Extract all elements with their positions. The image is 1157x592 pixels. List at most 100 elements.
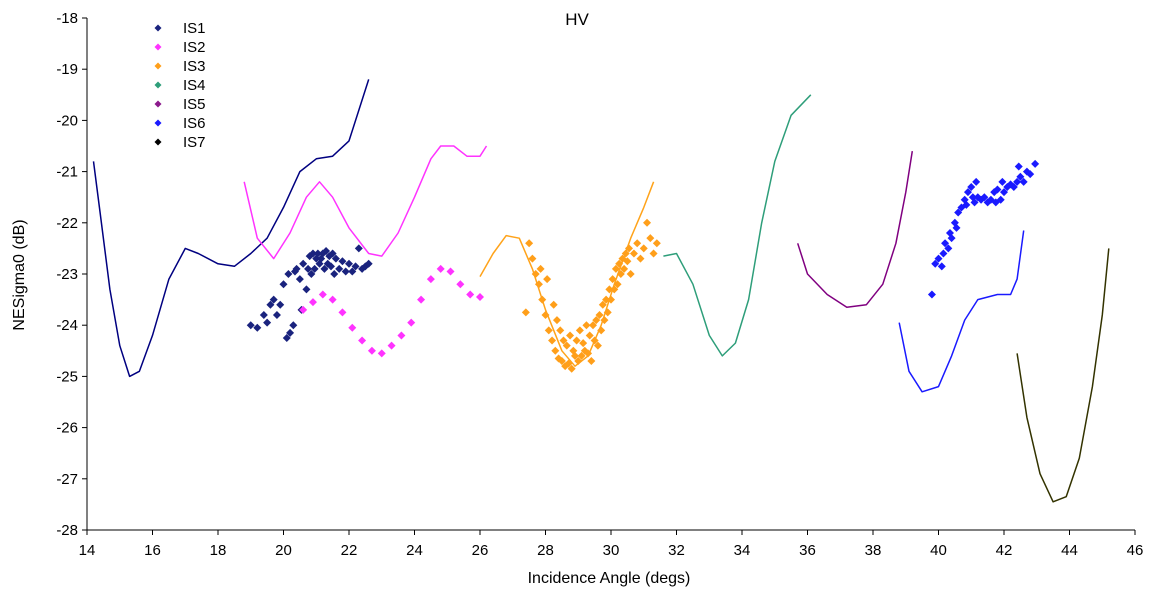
- legend-marker-is2: [154, 43, 162, 51]
- data-point-is6: [937, 262, 946, 271]
- data-point-is2: [318, 290, 327, 299]
- legend-label-is4: IS4: [183, 77, 206, 94]
- data-point-is6: [947, 234, 956, 243]
- data-point-is1: [282, 334, 291, 342]
- data-point-is3: [652, 239, 661, 248]
- data-point-is3: [590, 336, 599, 345]
- data-point-is3: [559, 336, 568, 345]
- data-point-is3: [611, 264, 620, 273]
- data-point-is3: [538, 295, 547, 304]
- x-tick-label: 44: [1061, 542, 1078, 559]
- data-point-is1: [307, 270, 316, 278]
- legend-marker-is3: [154, 62, 162, 70]
- data-point-is6: [927, 290, 936, 299]
- data-point-is3: [579, 339, 588, 348]
- data-point-is1: [341, 267, 350, 276]
- data-point-is6: [1013, 177, 1022, 186]
- data-point-is3: [531, 270, 540, 278]
- legend-label-is7: IS7: [183, 134, 206, 151]
- x-tick-label: 14: [79, 542, 96, 559]
- data-point-is3: [625, 244, 634, 253]
- data-point-is3: [556, 326, 565, 335]
- data-point-is1: [310, 264, 319, 273]
- data-point-is3: [593, 341, 602, 350]
- data-point-is1: [289, 321, 298, 330]
- data-point-is3: [549, 300, 558, 309]
- data-point-is3: [567, 364, 576, 373]
- data-point-is6: [939, 249, 948, 258]
- data-point-is2: [299, 305, 308, 314]
- data-point-is6: [1014, 162, 1023, 171]
- data-point-is3: [541, 310, 550, 319]
- x-tick-label: 30: [603, 542, 620, 559]
- y-tick-label: -27: [56, 471, 78, 488]
- data-point-is3: [562, 341, 571, 350]
- data-point-is2: [466, 290, 475, 299]
- x-tick-label: 20: [275, 542, 292, 559]
- data-point-is6: [1019, 177, 1028, 186]
- data-point-is2: [417, 295, 426, 304]
- data-point-is1: [299, 259, 308, 268]
- data-point-is3: [613, 280, 622, 289]
- data-point-is3: [551, 346, 560, 355]
- legend-marker-is7: [154, 138, 162, 146]
- legend-marker-is4: [154, 81, 162, 89]
- data-point-is3: [626, 270, 635, 278]
- data-point-is1: [313, 249, 322, 258]
- legend: IS1 IS2 IS3 IS4 IS5 IS6 IS7: [154, 20, 206, 151]
- data-point-is6: [931, 259, 940, 268]
- data-point-is6: [970, 198, 979, 207]
- series-line: [92, 79, 370, 378]
- data-point-is3: [646, 234, 655, 243]
- data-point-is2: [308, 298, 317, 307]
- series-line: [243, 145, 488, 260]
- data-point-is6: [1016, 172, 1025, 181]
- data-point-is3: [595, 310, 604, 319]
- data-point-is3: [575, 326, 584, 335]
- data-point-is3: [557, 357, 566, 366]
- data-point-is6: [1031, 159, 1040, 168]
- data-point-is1: [246, 321, 255, 330]
- data-point-is3: [528, 254, 537, 263]
- data-point-is3: [649, 249, 658, 258]
- x-tick-label: 16: [144, 542, 161, 559]
- data-point-is2: [358, 336, 367, 345]
- data-point-is3: [615, 259, 624, 268]
- data-point-is1: [351, 262, 360, 271]
- data-point-is2: [377, 349, 386, 358]
- data-point-is2: [446, 267, 455, 276]
- data-point-is1: [269, 295, 278, 304]
- data-point-is1: [364, 259, 373, 268]
- data-point-is3: [570, 351, 579, 360]
- data-point-is1: [295, 275, 304, 284]
- x-tick-label: 38: [865, 542, 882, 559]
- data-point-is1: [302, 285, 311, 294]
- data-point-is3: [610, 285, 619, 294]
- x-tick-label: 36: [799, 542, 816, 559]
- data-point-is1: [304, 264, 313, 273]
- data-point-is3: [643, 218, 652, 227]
- data-point-is6: [944, 244, 953, 253]
- data-point-is2: [397, 331, 406, 340]
- data-point-is3: [600, 316, 609, 325]
- y-tick-label: -28: [56, 522, 78, 539]
- data-point-is2: [367, 346, 376, 355]
- data-point-is2: [426, 275, 435, 284]
- data-point-is3: [584, 349, 593, 358]
- series-line: [898, 230, 1025, 393]
- legend-label-is6: IS6: [183, 115, 206, 132]
- data-point-is3: [623, 257, 632, 266]
- data-point-is3: [577, 351, 586, 360]
- data-point-is6: [954, 208, 963, 217]
- data-point-is2: [407, 318, 416, 327]
- data-point-is6: [962, 200, 971, 209]
- series-line: [796, 150, 914, 309]
- data-point-is3: [629, 249, 638, 258]
- data-point-is1: [259, 310, 268, 319]
- data-point-is2: [348, 323, 357, 332]
- chart-title: HV: [565, 10, 589, 29]
- data-point-is3: [544, 326, 553, 335]
- data-point-is1: [276, 300, 285, 309]
- data-point-is6: [967, 182, 976, 191]
